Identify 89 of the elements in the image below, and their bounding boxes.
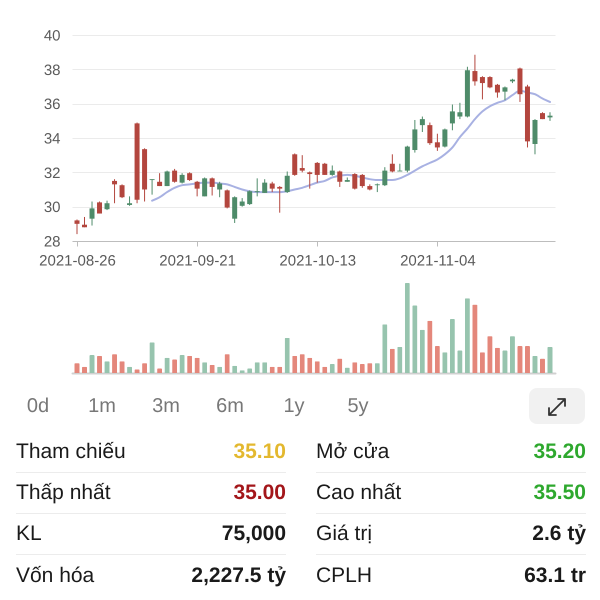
text: 2.6 tỷ bbox=[532, 522, 586, 545]
category-label: CPLH bbox=[316, 564, 372, 588]
candlestick bbox=[90, 201, 95, 226]
candlestick bbox=[480, 76, 485, 100]
bar bbox=[404, 283, 410, 373]
candlestick bbox=[284, 170, 290, 194]
bar bbox=[74, 363, 80, 373]
candlestick bbox=[232, 196, 238, 224]
candlestick bbox=[292, 152, 298, 176]
text: 35.20 bbox=[533, 440, 586, 463]
candlestick bbox=[82, 216, 88, 228]
candlestick bbox=[494, 83, 500, 98]
candlestick bbox=[157, 172, 162, 187]
category-label: Giá trị bbox=[316, 522, 372, 546]
text: 35.10 bbox=[233, 440, 286, 463]
y-tick-label: 40 bbox=[44, 28, 60, 44]
x-tick-label: 2021-08-26 bbox=[39, 252, 116, 270]
candlestick bbox=[420, 116, 425, 132]
candlestick bbox=[434, 133, 440, 152]
y-tick-label: 38 bbox=[44, 62, 60, 79]
candlestick bbox=[254, 178, 260, 197]
candlestick bbox=[127, 196, 132, 206]
line-series bbox=[151, 90, 551, 202]
y-tick-label: 34 bbox=[44, 130, 60, 148]
y-tick-label: 32 bbox=[44, 164, 60, 182]
candlestick bbox=[172, 168, 178, 184]
text: 35.50 bbox=[533, 481, 586, 504]
text: 63.1 tr bbox=[524, 564, 586, 586]
x-tick-label: 2021-11-04 bbox=[400, 252, 476, 270]
candlestick bbox=[217, 181, 222, 198]
candlestick bbox=[270, 181, 275, 193]
candlestick bbox=[74, 219, 80, 235]
candlestick bbox=[164, 170, 170, 187]
candlestick bbox=[224, 189, 230, 209]
candlestick bbox=[322, 162, 328, 176]
candlestick bbox=[390, 154, 395, 173]
x-tick-label: 2021-09-21 bbox=[159, 252, 236, 270]
text: 5y bbox=[346, 394, 370, 418]
category-label: KL bbox=[16, 522, 42, 546]
text: 1y bbox=[282, 394, 306, 418]
candlestick bbox=[360, 174, 365, 188]
candlestick bbox=[300, 154, 305, 173]
candlestick bbox=[314, 162, 320, 184]
x-tick-label: 2021-10-13 bbox=[279, 252, 356, 270]
candlestick bbox=[487, 76, 492, 89]
text: 3m bbox=[151, 394, 181, 418]
text: 0d bbox=[26, 394, 50, 418]
category-label: Thấp nhất bbox=[16, 481, 111, 505]
category-label: Vốn hóa bbox=[16, 564, 94, 588]
text: 75,000 bbox=[222, 522, 286, 545]
bar bbox=[150, 342, 155, 373]
bar bbox=[382, 324, 388, 373]
candlestick bbox=[194, 180, 200, 197]
text: 2,227.5 tỷ bbox=[191, 564, 286, 586]
candlestick bbox=[262, 178, 268, 194]
text: 1m bbox=[87, 394, 117, 418]
text: 35.00 bbox=[233, 481, 286, 504]
candlestick bbox=[112, 178, 118, 204]
bar bbox=[548, 346, 552, 373]
candlestick bbox=[472, 54, 478, 86]
candlestick bbox=[104, 200, 110, 211]
candlestick bbox=[97, 201, 102, 214]
text: 6m bbox=[215, 394, 245, 418]
bar bbox=[450, 319, 455, 373]
y-tick-label: 28 bbox=[44, 234, 60, 250]
candlestick bbox=[502, 86, 508, 101]
category-label: Cao nhất bbox=[316, 481, 402, 505]
candlestick bbox=[337, 170, 342, 188]
candlestick bbox=[180, 172, 185, 184]
bar bbox=[427, 320, 432, 373]
candlestick bbox=[330, 164, 335, 176]
y-tick-label: 30 bbox=[44, 199, 60, 216]
bar bbox=[464, 298, 470, 373]
candlestick bbox=[352, 172, 358, 190]
candlestick bbox=[150, 178, 155, 196]
category-label: Mở cửa bbox=[316, 440, 390, 464]
candlestick bbox=[412, 119, 418, 154]
y-tick-label: 36 bbox=[44, 96, 60, 114]
candlestick bbox=[457, 102, 462, 120]
category-label: Tham chiếu bbox=[16, 440, 126, 464]
candlestick bbox=[427, 122, 432, 146]
candlestick bbox=[210, 176, 215, 196]
candlestick bbox=[120, 184, 125, 199]
candlestick bbox=[202, 176, 208, 197]
candlestick bbox=[442, 128, 448, 148]
candlestick bbox=[247, 190, 252, 206]
candlestick bbox=[382, 166, 388, 187]
candlestick bbox=[450, 104, 455, 131]
bar bbox=[412, 306, 418, 373]
